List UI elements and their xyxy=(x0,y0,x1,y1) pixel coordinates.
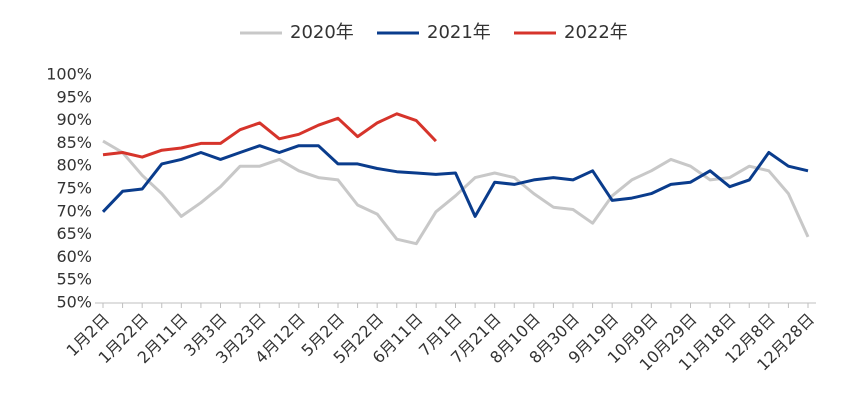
y-tick-label: 75% xyxy=(56,179,92,198)
y-tick-label: 80% xyxy=(56,156,92,175)
y-tick-label: 50% xyxy=(56,293,92,312)
y-tick-label: 95% xyxy=(56,87,92,106)
series-line xyxy=(102,139,810,246)
y-tick-label: 55% xyxy=(56,270,92,289)
y-tick-label: 65% xyxy=(56,224,92,243)
y-tick-label: 90% xyxy=(56,110,92,129)
series-line xyxy=(102,112,437,159)
legend-label: 2021年 xyxy=(427,22,491,43)
y-tick-label: 70% xyxy=(56,201,92,220)
series-line xyxy=(101,144,809,218)
legend-label: 2020年 xyxy=(290,22,354,43)
y-tick-label: 60% xyxy=(56,247,92,266)
y-tick-label: 100% xyxy=(46,65,92,84)
y-tick-label: 85% xyxy=(56,133,92,152)
legend-label: 2022年 xyxy=(564,22,628,43)
